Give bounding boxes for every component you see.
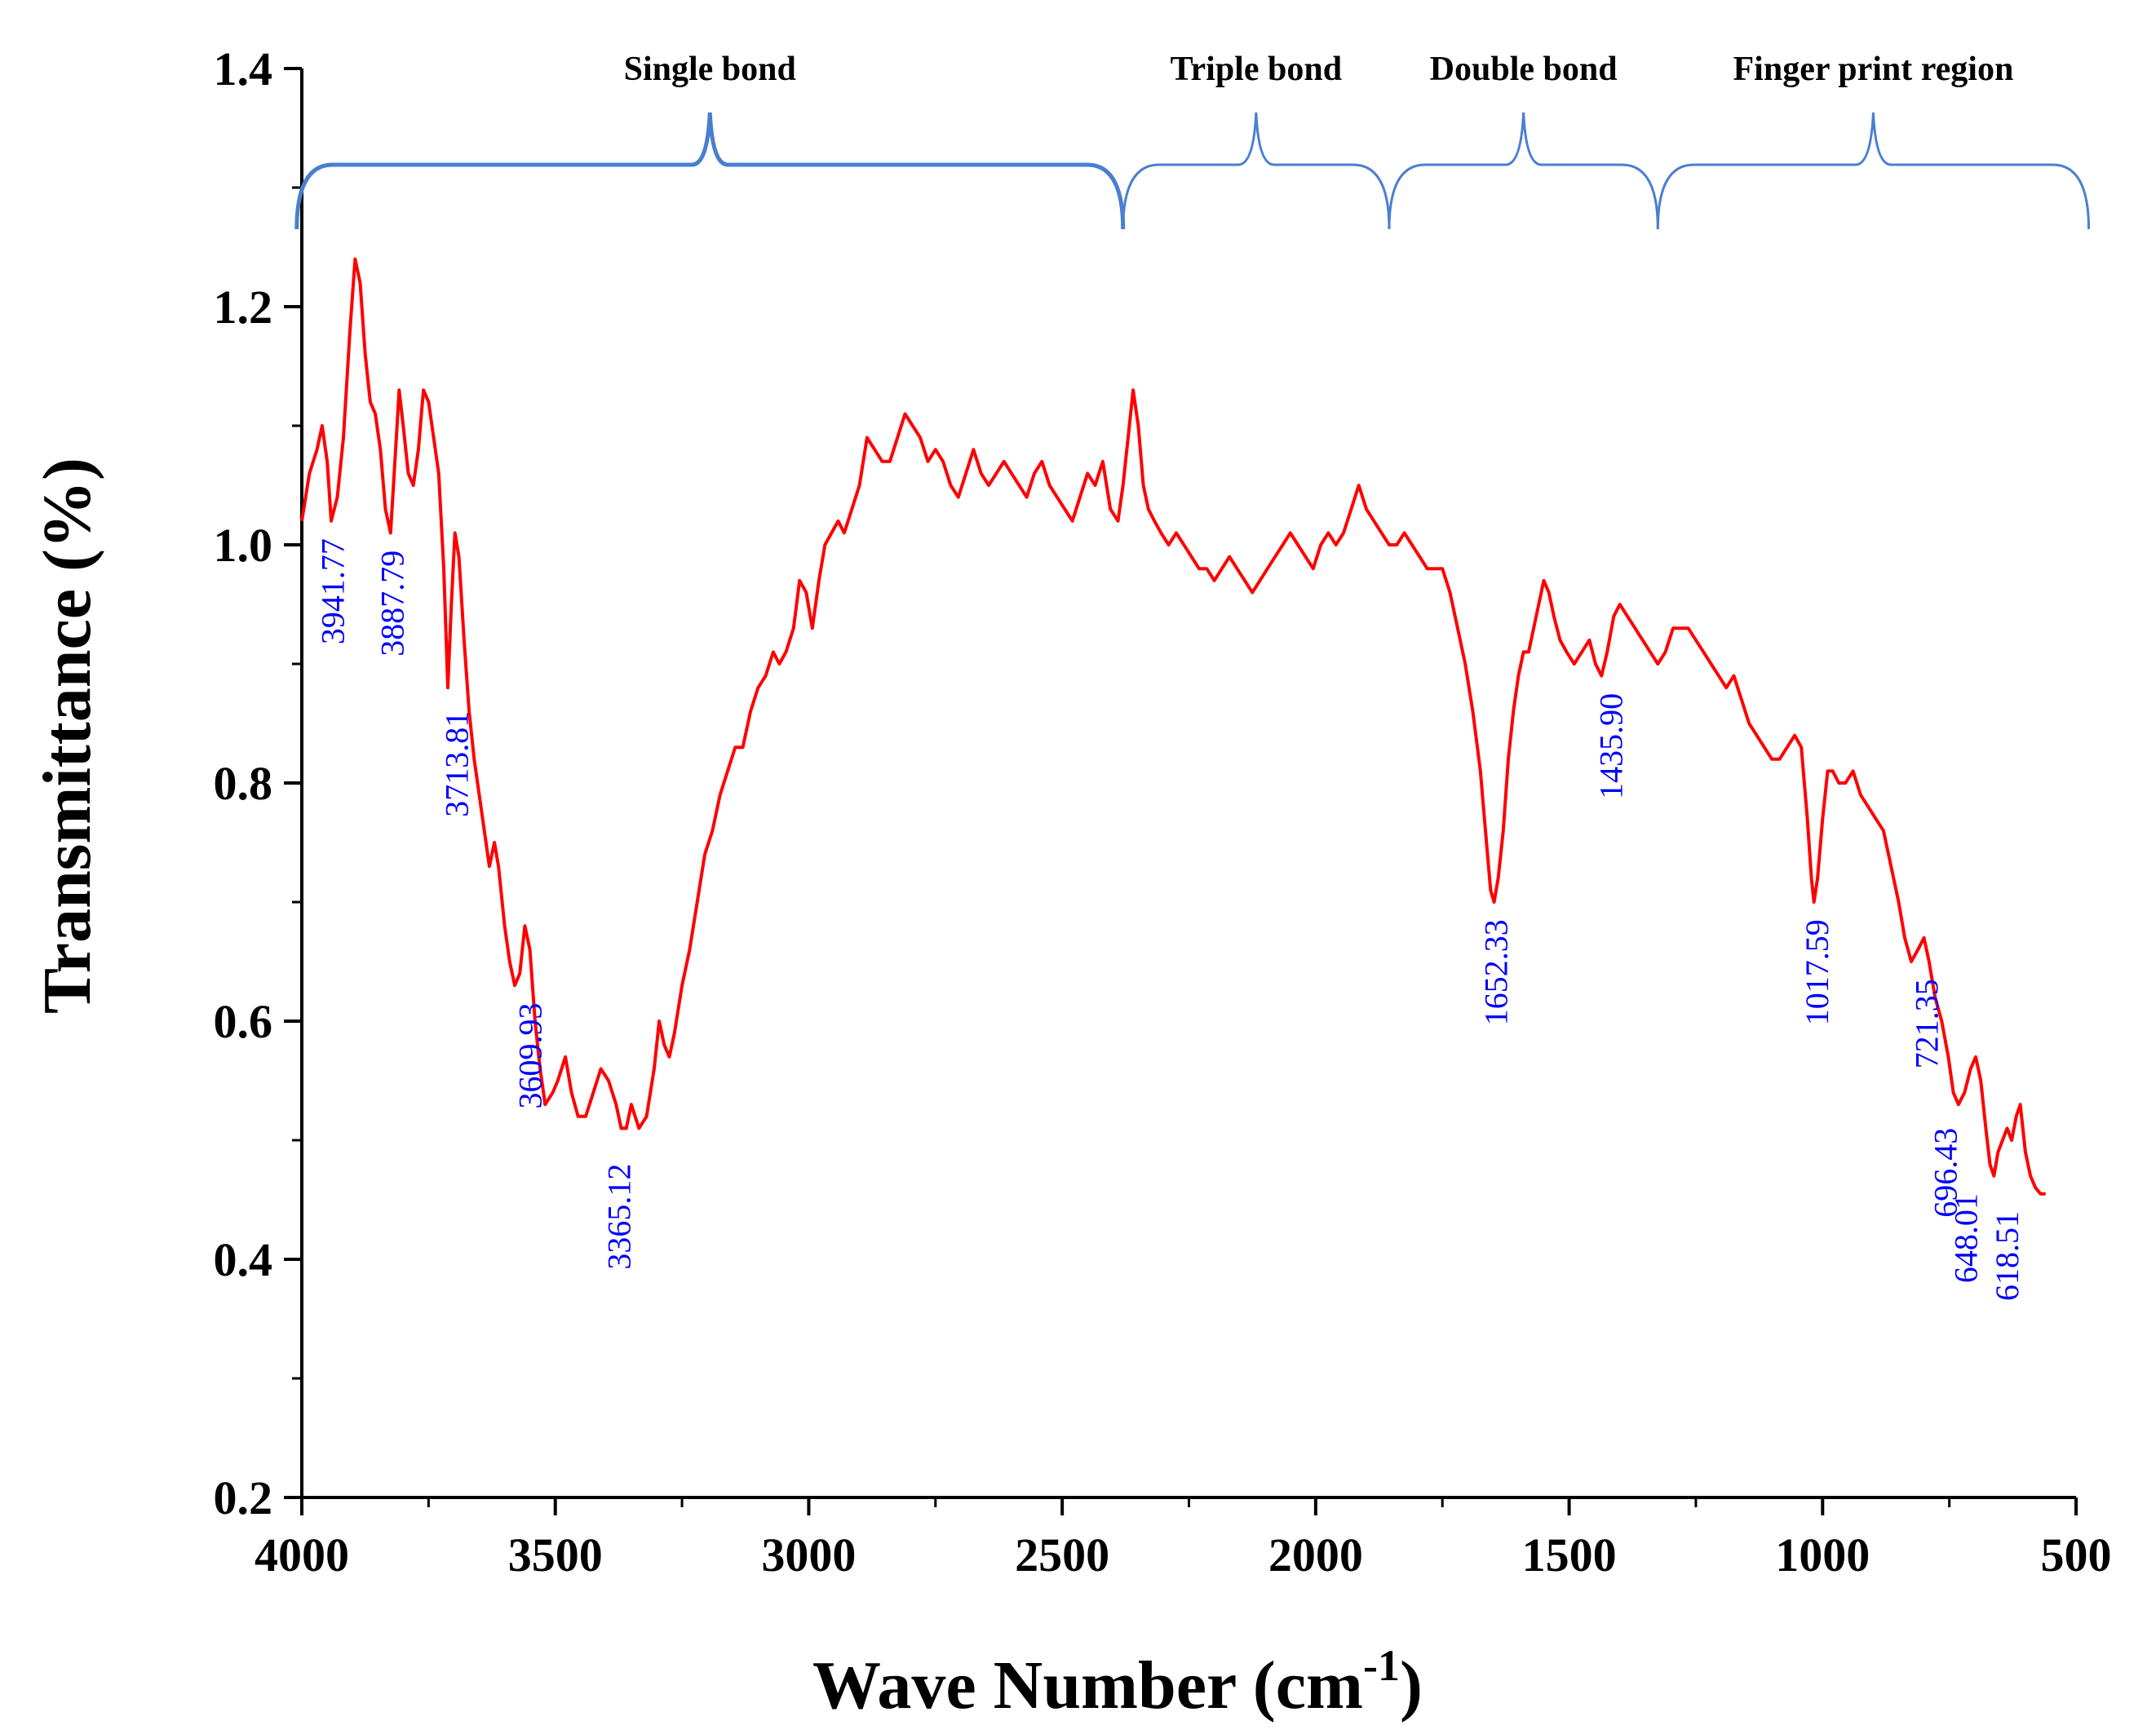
region-bracket xyxy=(1122,112,1391,230)
peak-label: 1017.59 xyxy=(1799,919,1835,1025)
x-axis-title-superscript: -1 xyxy=(1363,1641,1400,1690)
peak-label: 3609.93 xyxy=(512,1003,549,1109)
peak-label: 1652.33 xyxy=(1478,919,1515,1025)
peak-label: 3365.12 xyxy=(600,1164,637,1270)
y-tick-label: 0.6 xyxy=(214,995,273,1048)
x-tick-label: 4000 xyxy=(255,1528,349,1581)
y-tick-label: 1.4 xyxy=(214,42,273,95)
x-axis-title-close: ) xyxy=(1400,1648,1423,1723)
x-tick-label: 500 xyxy=(2041,1528,2112,1581)
x-tick-label: 1000 xyxy=(1775,1528,1870,1581)
y-tick-label: 0.8 xyxy=(214,757,273,810)
peak-label: 3941.77 xyxy=(314,538,351,644)
spectrum-line xyxy=(300,257,2046,1196)
peak-label: 1435.90 xyxy=(1593,693,1630,799)
region-label: Finger print region xyxy=(1733,51,2014,88)
x-tick-label: 3500 xyxy=(508,1528,603,1581)
y-tick-label: 1.2 xyxy=(214,281,273,334)
x-tick-label: 2000 xyxy=(1268,1528,1363,1581)
region-label: Single bond xyxy=(624,51,796,88)
peak-label: 696.43 xyxy=(1928,1128,1964,1218)
region-bracket xyxy=(1656,112,2091,230)
y-tick-label: 0.2 xyxy=(214,1471,273,1524)
peak-label: 648.01 xyxy=(1948,1193,1985,1283)
peak-label: 721.35 xyxy=(1909,979,1946,1068)
x-axis-title-main: Wave Number (cm xyxy=(812,1648,1363,1723)
x-tick-label: 1500 xyxy=(1522,1528,1617,1581)
x-tick-label: 2500 xyxy=(1015,1528,1109,1581)
region-bracket xyxy=(294,112,1126,230)
region-brackets: Single bond Triple bond Double bond Finger … xyxy=(294,51,2091,230)
region-bracket xyxy=(1388,112,1659,230)
y-tick-label: 1.0 xyxy=(214,519,273,572)
y-tick-label: 0.4 xyxy=(214,1233,273,1286)
region-label: Double bond xyxy=(1430,51,1618,88)
x-tick-label: 3000 xyxy=(761,1528,856,1581)
peak-label: 3713.81 xyxy=(439,711,476,817)
peak-labels: 3941.77 3887.79 3713.81 3609.93 3365.12 1652.… xyxy=(314,538,2025,1301)
axes: 4000 3500 3000 2500 2000 1500 1000 500 0.2 0.4 0.6… xyxy=(214,42,2112,1581)
spectrum-series xyxy=(300,257,2046,1196)
peak-label: 618.51 xyxy=(1989,1211,2025,1301)
region-label: Triple bond xyxy=(1171,51,1342,88)
y-axis-title: Transmittance (%) xyxy=(29,458,105,1014)
peak-label: 3887.79 xyxy=(374,551,411,657)
x-axis-title: Wave Number (cm-1) xyxy=(812,1641,1423,1723)
